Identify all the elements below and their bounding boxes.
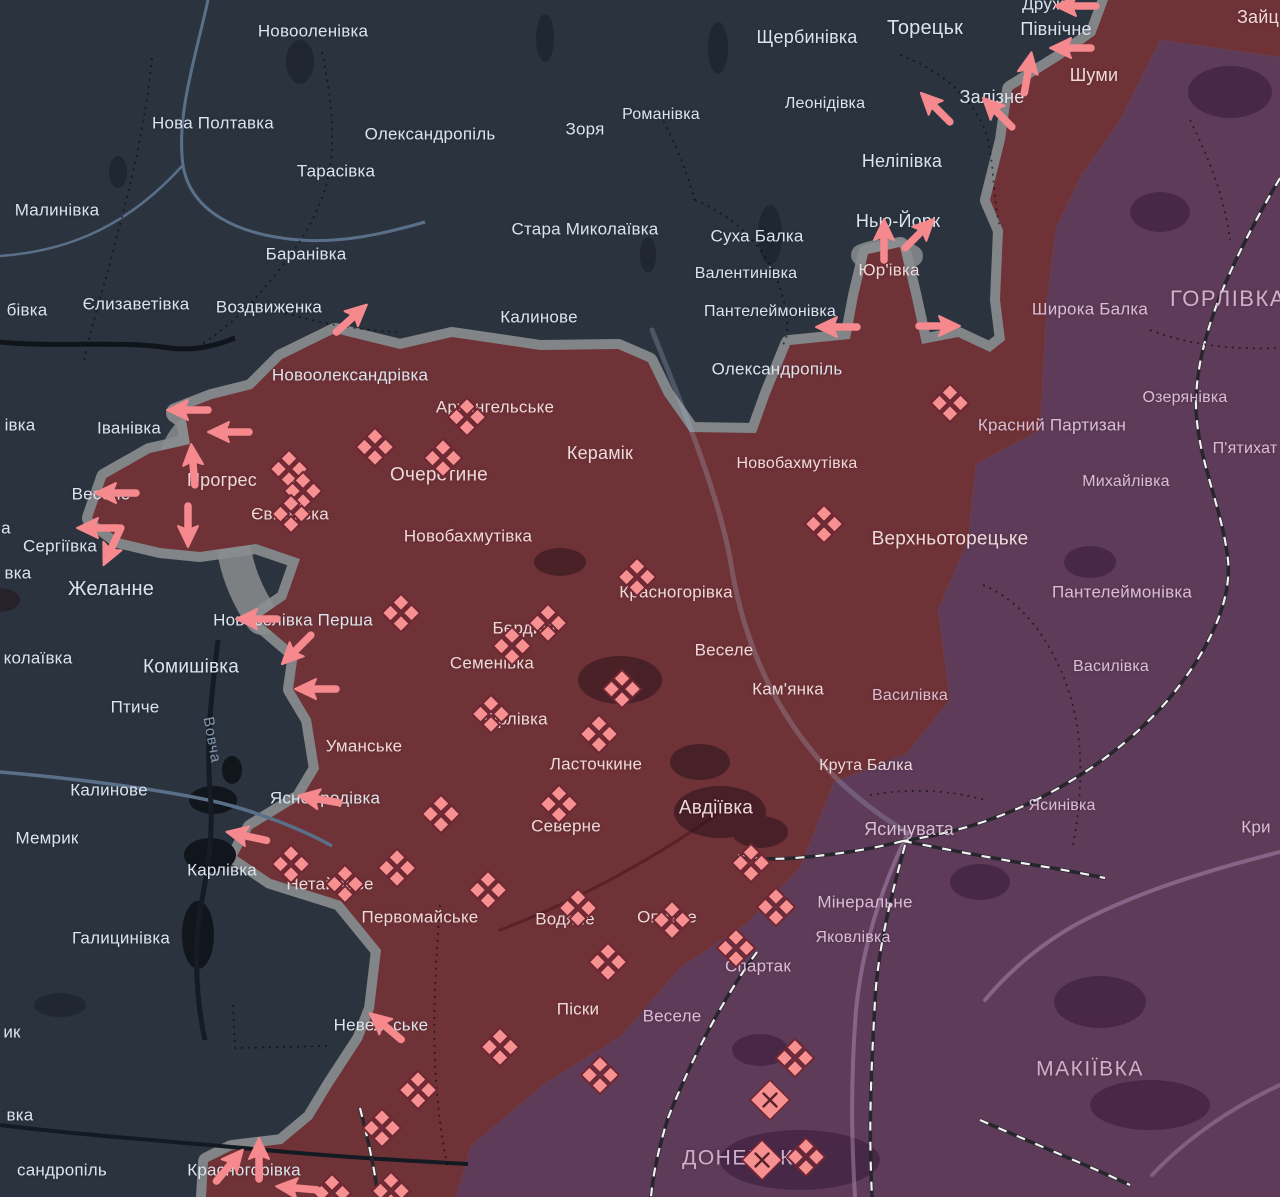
clash-cluster-icon [467,869,509,911]
clash-cluster-icon [616,556,658,598]
zone-occupied-purple [456,40,1280,1197]
attack-arrow-icon [981,96,1016,131]
attack-arrow-icon [248,1137,270,1183]
railway-lines [358,177,1280,1197]
clash-cluster-icon [651,899,693,941]
attack-arrow-icon [94,482,140,504]
attack-arrow-icon [207,421,253,443]
road-avdiivka-w [498,808,725,932]
clash-cluster-icon [361,1107,403,1149]
river-dark-north [0,335,236,352]
clash-cluster-icon [774,1037,816,1079]
clash-cluster-icon [557,887,599,929]
clash-cluster-icon [446,396,488,438]
zone-advance-red [92,0,1280,1197]
clash-cluster-icon [730,842,772,884]
road-makiivka [983,850,1280,1002]
clash-cluster-icon [324,863,366,905]
clash-cluster-icon [755,886,797,928]
clash-cluster-icon [785,1136,827,1178]
clash-cluster-icon [397,1069,439,1111]
clash-cluster-icon [282,470,324,512]
attack-arrow-icon [1016,51,1039,97]
river-branch [0,164,184,258]
attack-arrow-icon [76,517,122,539]
attack-arrow-icon [177,502,199,548]
clash-cluster-icon [601,668,643,710]
highway-m04 [649,327,911,836]
river-kalynove [0,770,333,848]
clash-cluster-icon [715,927,757,969]
river-vovcha [194,639,221,1041]
clash-cluster-icon [376,847,418,889]
clash-cluster-icon [527,602,569,644]
attack-arrow-icon [1049,37,1095,59]
attack-arrow-icon [368,1012,405,1044]
clash-cluster-icon [420,793,462,835]
strike-diamond-icon [740,1138,784,1182]
attack-arrow-icon [235,608,281,630]
clash-cluster-icon [311,1172,353,1197]
attack-arrow-icon [915,315,961,337]
attack-arrow-icon [275,1177,321,1197]
road-donetsk [850,831,910,1197]
attack-arrow-icon [182,443,205,489]
terrain-patches [0,14,1272,1190]
clash-cluster-icon [380,592,422,634]
attack-arrow-icon [280,631,315,666]
attack-arrow-icon [332,303,368,336]
clash-cluster-icon [370,1170,412,1197]
attack-arrow-icon [294,678,340,700]
attack-arrow-icon [225,825,271,847]
clash-cluster-icon [470,693,512,735]
clash-cluster-icon [270,843,312,885]
attack-arrow-icon [1054,0,1100,17]
attack-arrow-icon [901,217,936,252]
clash-cluster-icon [538,783,580,825]
clash-cluster-icon [354,426,396,468]
attack-arrow-icon [815,316,861,338]
admin-boundaries [83,51,1280,1171]
clash-cluster-icon [491,625,533,667]
clash-cluster-icon [270,493,312,535]
attack-arrow-icon [166,399,212,421]
river-top-left [180,0,426,243]
clash-cluster-icon [578,713,620,755]
clash-cluster-icon [929,382,971,424]
attack-arrow-icon [919,91,954,126]
clash-cluster-icon [587,941,629,983]
road-lines [498,327,1280,1197]
clash-cluster-icon [579,1054,621,1096]
clash-cluster-icon [422,437,464,479]
attack-arrow-icon [297,788,343,811]
strike-diamond-icon [748,1078,792,1122]
attack-arrow-icon [873,218,895,264]
clash-cluster-icon [803,503,845,545]
attack-arrow-icon [212,1148,244,1185]
road-corner [1150,1083,1280,1177]
attack-arrow-icon [102,524,125,567]
clash-cluster-icon [479,1026,521,1068]
